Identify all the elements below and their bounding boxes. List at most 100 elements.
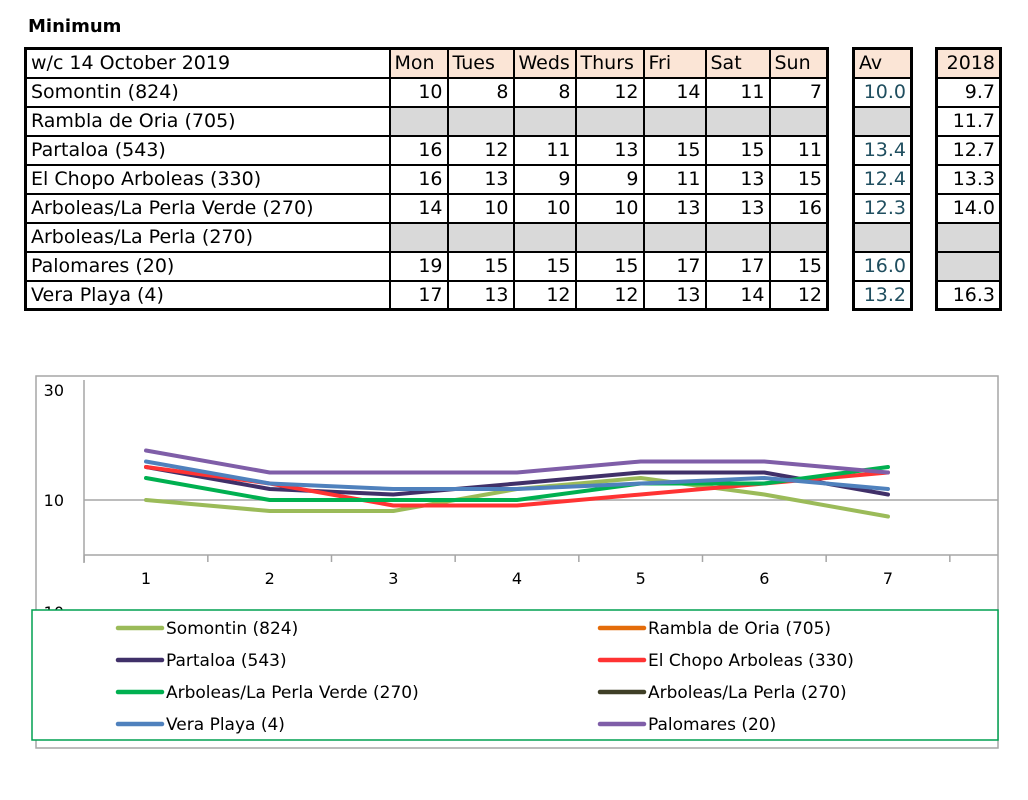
day-header: Tues	[446, 47, 515, 79]
min-temp-cell: 13	[642, 279, 707, 311]
previous-year-row: 11.7	[935, 105, 1002, 137]
min-temp-cell: 12	[512, 279, 577, 311]
min-temp-cell: 11	[704, 76, 771, 108]
min-temp-cell: 13	[446, 163, 515, 195]
min-temp-cell: 14	[642, 76, 707, 108]
min-temp-cell: 15	[446, 250, 515, 282]
series-line	[144, 465, 890, 502]
table-row: Palomares (20) 19 15 15 15 17 17 15	[24, 250, 829, 282]
x-tick-label: 6	[759, 569, 769, 588]
table-header-row: w/c 14 October 2019 Mon Tues Weds Thurs Fri Sa…	[24, 47, 829, 79]
x-tick-label: 1	[141, 569, 151, 588]
x-tick-label: 2	[265, 569, 275, 588]
min-temp-cell: 16	[388, 134, 449, 166]
average-row: 10.0	[852, 76, 913, 108]
legend-box	[31, 609, 999, 741]
previous-year-table: 2018 9.7 11.7 12.7 13.3 14.0 16.3	[935, 47, 1002, 311]
legend-label: Arboleas/La Perla (270)	[648, 683, 847, 703]
min-temp-cell	[446, 105, 515, 137]
station-name: Partaloa (543)	[24, 134, 391, 166]
previous-year-cell: 9.7	[935, 76, 1002, 108]
average-cell: 12.4	[852, 163, 913, 195]
previous-year-header: 2018	[935, 47, 1002, 79]
station-name: Rambla de Oria (705)	[24, 105, 391, 137]
min-temp-cell: 15	[642, 134, 707, 166]
table-row: Somontin (824) 10 8 8 12 14 11 7	[24, 76, 829, 108]
average-row: 13.2	[852, 279, 913, 311]
average-row: 12.4	[852, 163, 913, 195]
week-commencing-label: w/c 14 October 2019	[24, 47, 391, 79]
min-temp-cell: 13	[704, 163, 771, 195]
previous-year-cell: 16.3	[935, 279, 1002, 311]
previous-year-cell: 12.7	[935, 134, 1002, 166]
previous-year-row: 9.7	[935, 76, 1002, 108]
min-temp-cell: 16	[768, 192, 829, 224]
average-row: 13.4	[852, 134, 913, 166]
legend-label: Arboleas/La Perla Verde (270)	[166, 683, 419, 703]
table-row: Vera Playa (4) 17 13 12 12 13 14 12	[24, 279, 829, 311]
min-temp-cell: 14	[704, 279, 771, 311]
min-temp-cell: 10	[388, 76, 449, 108]
table-row: Rambla de Oria (705)	[24, 105, 829, 137]
station-name: Arboleas/La Perla Verde (270)	[24, 192, 391, 224]
min-temp-cell: 15	[704, 134, 771, 166]
legend-label: Vera Playa (4)	[166, 715, 285, 735]
min-temp-cell	[642, 221, 707, 253]
min-temp-cell: 8	[446, 76, 515, 108]
min-temp-cell: 11	[768, 134, 829, 166]
station-name: Palomares (20)	[24, 250, 391, 282]
min-temp-cell	[574, 105, 645, 137]
min-temp-cell: 17	[704, 250, 771, 282]
y-tick-label: 10	[44, 491, 64, 510]
min-temp-cell: 19	[388, 250, 449, 282]
x-tick-label: 7	[883, 569, 893, 588]
day-header: Thurs	[574, 47, 645, 79]
readings-table: w/c 14 October 2019 Mon Tues Weds Thurs Fri Sa…	[24, 47, 829, 311]
min-temp-cell: 15	[574, 250, 645, 282]
min-temp-cell: 10	[446, 192, 515, 224]
min-temp-cell: 7	[768, 76, 829, 108]
previous-year-cell: 14.0	[935, 192, 1002, 224]
station-name: El Chopo Arboleas (330)	[24, 163, 391, 195]
table-row: Arboleas/La Perla (270)	[24, 221, 829, 253]
min-temp-cell	[704, 105, 771, 137]
previous-year-row: 16.3	[935, 279, 1002, 311]
previous-year-cell: 11.7	[935, 105, 1002, 137]
average-row: 16.0	[852, 250, 913, 282]
min-temp-cell: 10	[574, 192, 645, 224]
min-temp-cell	[446, 221, 515, 253]
min-temp-cell	[768, 105, 829, 137]
min-temp-cell	[704, 221, 771, 253]
x-tick-label: 4	[512, 569, 522, 588]
day-header: Sun	[768, 47, 829, 79]
previous-year-row	[935, 250, 1002, 282]
min-temp-cell: 12	[574, 279, 645, 311]
min-temp-cell: 13	[574, 134, 645, 166]
series-line	[144, 465, 890, 497]
min-temp-cell	[574, 221, 645, 253]
min-temp-cell: 8	[512, 76, 577, 108]
min-temp-cell: 14	[388, 192, 449, 224]
min-temp-cell	[768, 221, 829, 253]
legend-label: Partaloa (543)	[166, 651, 287, 671]
min-temp-cell	[388, 221, 449, 253]
day-header: Mon	[388, 47, 449, 79]
station-name: Vera Playa (4)	[24, 279, 391, 311]
day-header: Weds	[512, 47, 577, 79]
min-temp-cell: 13	[704, 192, 771, 224]
min-temp-cell: 16	[388, 163, 449, 195]
previous-year-row: 13.3	[935, 163, 1002, 195]
y-tick-label: 30	[44, 381, 64, 400]
min-temp-cell: 12	[446, 134, 515, 166]
min-temp-cell: 15	[768, 250, 829, 282]
legend-label: Rambla de Oria (705)	[648, 619, 831, 639]
table-row: Arboleas/La Perla Verde (270) 14 10 10 10 13 1…	[24, 192, 829, 224]
average-cell: 13.2	[852, 279, 913, 311]
average-row: 12.3	[852, 192, 913, 224]
min-temp-cell: 15	[512, 250, 577, 282]
legend-label: Palomares (20)	[648, 715, 776, 735]
min-temp-cell: 11	[642, 163, 707, 195]
average-row	[852, 105, 913, 137]
table-row: Partaloa (543) 16 12 11 13 15 15 11	[24, 134, 829, 166]
average-cell: 13.4	[852, 134, 913, 166]
